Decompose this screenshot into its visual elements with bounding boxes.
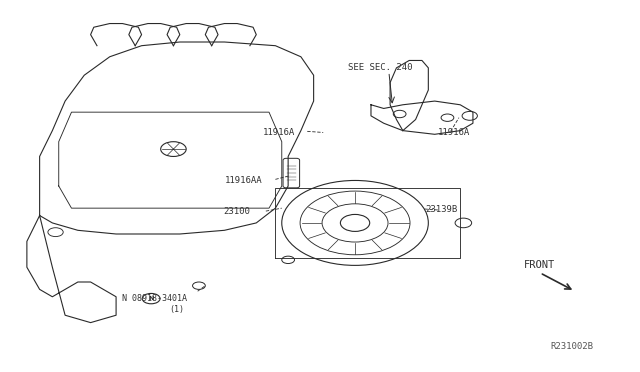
- Text: 23100: 23100: [224, 207, 251, 217]
- Text: SEE SEC. 240: SEE SEC. 240: [348, 63, 413, 72]
- Text: 23139B: 23139B: [425, 205, 457, 215]
- Text: 11916A: 11916A: [262, 128, 294, 137]
- Text: N: N: [148, 296, 154, 301]
- Text: N 08918-3401A: N 08918-3401A: [122, 294, 187, 303]
- Text: (1): (1): [169, 305, 184, 314]
- Text: 11916AA: 11916AA: [225, 176, 262, 185]
- Text: FRONT: FRONT: [524, 260, 556, 270]
- Text: R231002B: R231002B: [550, 342, 593, 351]
- Text: 11916A: 11916A: [438, 128, 470, 137]
